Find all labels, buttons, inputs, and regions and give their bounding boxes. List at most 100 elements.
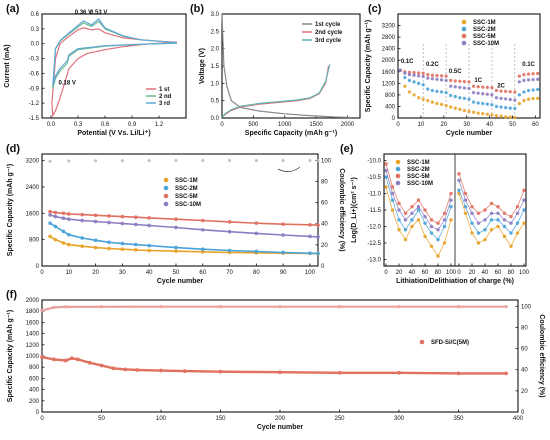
capacity-point <box>281 222 286 227</box>
f-xtick-label: 100 <box>156 416 167 422</box>
capacity-point <box>107 246 111 251</box>
capacity-point <box>308 234 312 239</box>
legend-marker <box>395 159 401 165</box>
rate-point <box>499 89 503 93</box>
rate-point <box>513 106 517 111</box>
rate-point <box>439 102 444 107</box>
diffusion-lith-point <box>416 198 421 202</box>
a-ytick-label: 0.6 <box>31 12 40 18</box>
f-ytick-label: 1800 <box>26 309 40 315</box>
e-ytick-label: -11.0 <box>368 192 382 198</box>
diffusion-delith-point <box>470 211 474 216</box>
rate-point <box>453 106 457 110</box>
c-ytick-label: 1600 <box>382 70 396 76</box>
a-xtick-label: 0.3 <box>74 122 83 128</box>
legend-label: SSC-5M <box>175 194 198 200</box>
rate-point <box>485 112 489 116</box>
rate-point <box>490 113 494 117</box>
capacity-point <box>53 214 58 219</box>
capacity-point <box>123 367 128 372</box>
capacity-point <box>111 366 116 371</box>
capacity-trace <box>41 355 507 375</box>
f-right-ytick-label: 100 <box>521 304 532 310</box>
e-ytick-label: -11.5 <box>368 208 382 214</box>
d-xtick-label: 100 <box>305 270 316 276</box>
rate-point <box>481 101 485 106</box>
f-ytick-label: 600 <box>29 376 40 382</box>
ce-arrow <box>277 166 301 172</box>
diffusion-delith-point <box>515 231 520 235</box>
d-right-ytick-label: 60 <box>321 201 328 207</box>
diffusion-lith-point <box>416 218 421 222</box>
capacity-point <box>200 218 205 223</box>
e-ytick-label: -10.5 <box>367 175 381 181</box>
rate-point <box>435 73 439 78</box>
diffusion-lith-point <box>384 175 388 179</box>
rate-point <box>526 72 531 76</box>
rate-point <box>421 83 425 87</box>
c-xtick-label: 0 <box>396 122 400 128</box>
rate-point <box>508 90 512 94</box>
capacity-point <box>93 219 98 224</box>
e-xtick-label: 20 <box>469 270 476 276</box>
rate-point <box>416 81 421 85</box>
capacity-point <box>316 235 320 239</box>
capacity-point <box>66 232 71 237</box>
rate-label: 0.1C <box>401 59 414 65</box>
ce-point <box>94 159 98 163</box>
legend-marker <box>461 40 467 46</box>
b-ytick-label: 3.0 <box>211 12 220 18</box>
ce-point <box>174 159 178 163</box>
f-xtick-label: 300 <box>394 416 405 422</box>
rate-point <box>462 79 467 84</box>
rate-point <box>421 71 425 75</box>
x-axis-label: Lithiation/Delithiation of charge (%) <box>396 278 514 285</box>
capacity-point <box>93 213 98 218</box>
rate-point <box>435 77 439 81</box>
ce-point <box>254 159 258 163</box>
capacity-point <box>147 216 152 220</box>
rate-point <box>426 87 430 91</box>
c-ytick-label: 1200 <box>382 81 396 87</box>
rate-point <box>503 105 508 110</box>
ce-point <box>456 305 461 309</box>
rate-point <box>517 101 522 106</box>
capacity-point <box>61 241 66 245</box>
diffusion-lith-point <box>449 191 453 196</box>
capacity-point <box>147 248 152 253</box>
rate-point <box>412 73 416 77</box>
rate-point <box>430 88 435 93</box>
d-right-ytick-label: 40 <box>321 222 328 228</box>
diffusion-lith-point <box>436 254 440 258</box>
y-axis-label: Specific Capacity (mAh g⁻¹) <box>7 164 14 256</box>
f-right-ytick-label: 60 <box>521 347 528 353</box>
capacity-point <box>254 249 259 254</box>
diffusion-lith-point <box>397 201 401 206</box>
d-xtick-label: 10 <box>65 270 72 276</box>
diffusion-delith-point <box>522 221 526 225</box>
f-right-ytick-label: 0 <box>521 410 525 416</box>
diffusion-lith-point <box>410 204 414 209</box>
rate-point <box>526 97 531 101</box>
rate-point <box>458 107 462 111</box>
e-xtick-label: 60 <box>422 270 429 276</box>
peak-annotation: 0.53 V <box>90 10 107 16</box>
rate-point <box>435 89 439 94</box>
diffusion-lith-point <box>423 214 427 219</box>
diffusion-lith-point <box>397 218 401 222</box>
rate-point <box>508 106 512 110</box>
rate-point <box>471 90 476 95</box>
diffusion-delith-point <box>476 221 481 225</box>
b-xtick-label: 1500 <box>309 122 323 128</box>
rate-point <box>476 111 480 115</box>
y-axis-label: Log(D_Li+)(cm² s⁻¹) <box>351 177 358 243</box>
diffusion-delith-trace <box>458 173 525 218</box>
rate-label: 0.1C <box>522 62 535 68</box>
rate-point <box>490 86 494 90</box>
legend-label: SSC-2M <box>175 186 198 192</box>
rate-point <box>471 110 476 114</box>
diffusion-lith-point <box>442 224 447 229</box>
d-ytick-label: 3200 <box>26 159 40 165</box>
diffusion-lith-point <box>429 224 434 229</box>
rate-point <box>503 115 508 119</box>
